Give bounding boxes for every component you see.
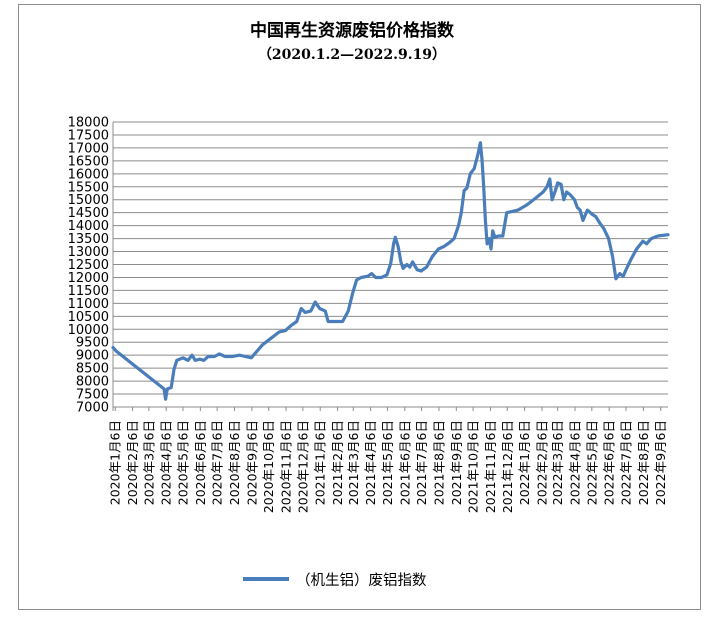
series-group	[111, 141, 670, 401]
x-tick-label: 2022年2月6日	[534, 420, 549, 505]
x-tick-label: 2022年3月6日	[550, 420, 565, 505]
x-tick-label: 2021年4月6日	[363, 420, 378, 505]
chart-subtitle: （2020.1.2—2022.9.19）	[258, 47, 446, 63]
y-axis-ticks: 7000750080008500900095001000010500110001…	[68, 116, 109, 416]
y-tick-label: 18000	[68, 116, 109, 131]
y-tick-label: 11000	[68, 297, 109, 312]
x-tick-label: 2020年1月6日	[108, 420, 123, 505]
x-tick-label: 2022年4月6日	[568, 420, 583, 505]
x-tick-label: 2021年12月6日	[500, 420, 515, 513]
x-tick-label: 2020年3月6日	[141, 420, 156, 505]
y-tick-label: 13000	[68, 245, 109, 260]
y-tick-label: 8500	[76, 362, 109, 377]
x-tick-label: 2020年2月6日	[125, 420, 140, 505]
x-tick-label: 2021年7月6日	[414, 420, 429, 505]
y-tick-label: 10000	[68, 323, 109, 338]
x-tick-label: 2021年11月6日	[483, 420, 498, 513]
y-tick-label: 17500	[68, 128, 109, 143]
y-tick-label: 14500	[68, 206, 109, 221]
x-tick-label: 2021年3月6日	[346, 420, 361, 505]
y-tick-label: 14000	[68, 219, 109, 234]
x-tick-label: 2020年6月6日	[193, 420, 208, 505]
legend-label: （机生铝）废铝指数	[296, 572, 427, 589]
y-tick-label: 16000	[68, 167, 109, 182]
y-tick-label: 13500	[68, 232, 109, 247]
x-tick-label: 2022年5月6日	[584, 420, 599, 505]
x-tick-label: 2020年7月6日	[210, 420, 225, 505]
x-tick-label: 2021年8月6日	[431, 420, 446, 505]
y-tick-label: 15000	[68, 193, 109, 208]
x-tick-label: 2022年6月6日	[602, 420, 617, 505]
y-tick-label: 16500	[68, 154, 109, 169]
x-tick-label: 2022年9月6日	[653, 420, 668, 505]
y-tick-label: 7500	[76, 388, 109, 403]
x-tick-label: 2021年1月6日	[313, 420, 328, 505]
x-axis-ticks: 2020年1月6日 2020年2月6日 2020年3月6日 2020年4月6日 2020…	[108, 407, 668, 513]
y-tick-label: 10500	[68, 310, 109, 325]
x-tick-label: 2022年8月6日	[636, 420, 651, 505]
series-line	[111, 141, 670, 401]
y-tick-label: 8000	[76, 375, 109, 390]
legend: （机生铝）废铝指数	[243, 572, 427, 589]
y-tick-label: 17000	[68, 141, 109, 156]
y-tick-label: 9000	[76, 349, 109, 364]
x-tick-label: 2020年11月6日	[279, 420, 294, 513]
x-tick-label: 2021年10月6日	[466, 420, 481, 513]
x-tick-label: 2020年12月6日	[295, 420, 310, 513]
chart-frame	[18, 4, 701, 610]
x-tick-label: 2021年9月6日	[449, 420, 464, 505]
y-tick-label: 9500	[76, 336, 109, 351]
x-tick-label: 2020年8月6日	[227, 420, 242, 505]
y-tick-label: 11500	[68, 284, 109, 299]
y-tick-label: 12500	[68, 258, 109, 273]
gridlines	[113, 121, 668, 395]
y-tick-label: 7000	[76, 401, 109, 416]
x-tick-label: 2021年5月6日	[380, 420, 395, 505]
x-tick-label: 2020年4月6日	[159, 420, 174, 505]
y-tick-label: 15500	[68, 180, 109, 195]
x-tick-label: 2020年10月6日	[261, 420, 276, 513]
chart-title: 中国再生资源废铝价格指数	[250, 20, 455, 41]
x-tick-label: 2020年5月6日	[176, 420, 191, 505]
x-tick-label: 2022年7月6日	[618, 420, 633, 505]
y-tick-label: 12000	[68, 271, 109, 286]
x-tick-label: 2020年9月6日	[244, 420, 259, 505]
x-tick-label: 2021年2月6日	[330, 420, 345, 505]
x-tick-label: 2022年1月6日	[517, 420, 532, 505]
x-tick-label: 2021年6月6日	[397, 420, 412, 505]
